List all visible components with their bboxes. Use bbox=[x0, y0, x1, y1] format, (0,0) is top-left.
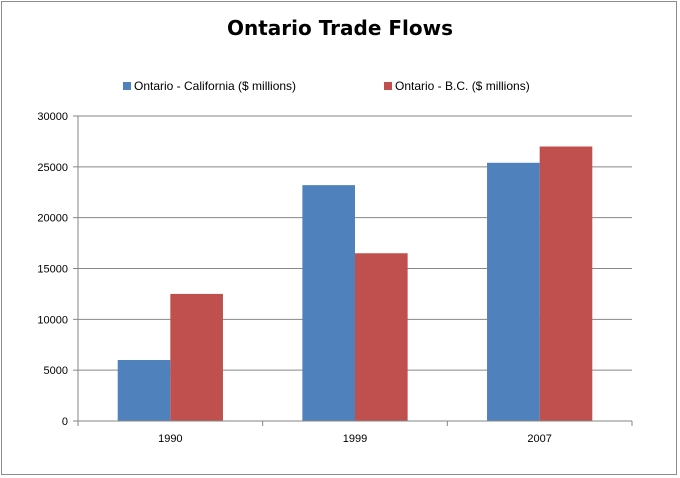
bar-bc-1990 bbox=[170, 293, 223, 421]
x-axis-ticks: 1990 1999 2007 bbox=[77, 421, 633, 445]
y-tick-label: 0 bbox=[62, 416, 68, 428]
x-tick-label: 1999 bbox=[343, 433, 367, 445]
y-tick-label: 30000 bbox=[37, 111, 68, 123]
legend-swatch bbox=[123, 82, 131, 90]
bars bbox=[117, 146, 593, 421]
bar-california-1990 bbox=[117, 360, 171, 421]
bar-california-2007 bbox=[487, 162, 540, 421]
y-tick-label: 25000 bbox=[37, 162, 68, 174]
y-tick-label: 20000 bbox=[37, 213, 68, 225]
legend: Ontario - California ($ millions) Ontario… bbox=[123, 79, 530, 93]
legend-swatch bbox=[384, 82, 392, 90]
legend-label: Ontario - B.C. ($ millions) bbox=[395, 79, 530, 93]
chart-title: Ontario Trade Flows bbox=[227, 16, 453, 40]
legend-label: Ontario - California ($ millions) bbox=[134, 79, 296, 93]
y-tick-label: 5000 bbox=[44, 365, 68, 377]
bar-bc-1999 bbox=[355, 253, 408, 421]
x-tick-label: 2007 bbox=[527, 433, 551, 445]
bar-bc-2007 bbox=[539, 146, 593, 421]
y-tick-label: 15000 bbox=[37, 264, 68, 276]
y-tick-label: 10000 bbox=[37, 314, 68, 326]
bar-california-1999 bbox=[302, 185, 355, 421]
y-axis-ticks: 0 5000 10000 15000 20000 25000 30000 bbox=[37, 111, 78, 428]
x-tick-label: 1990 bbox=[158, 433, 182, 445]
